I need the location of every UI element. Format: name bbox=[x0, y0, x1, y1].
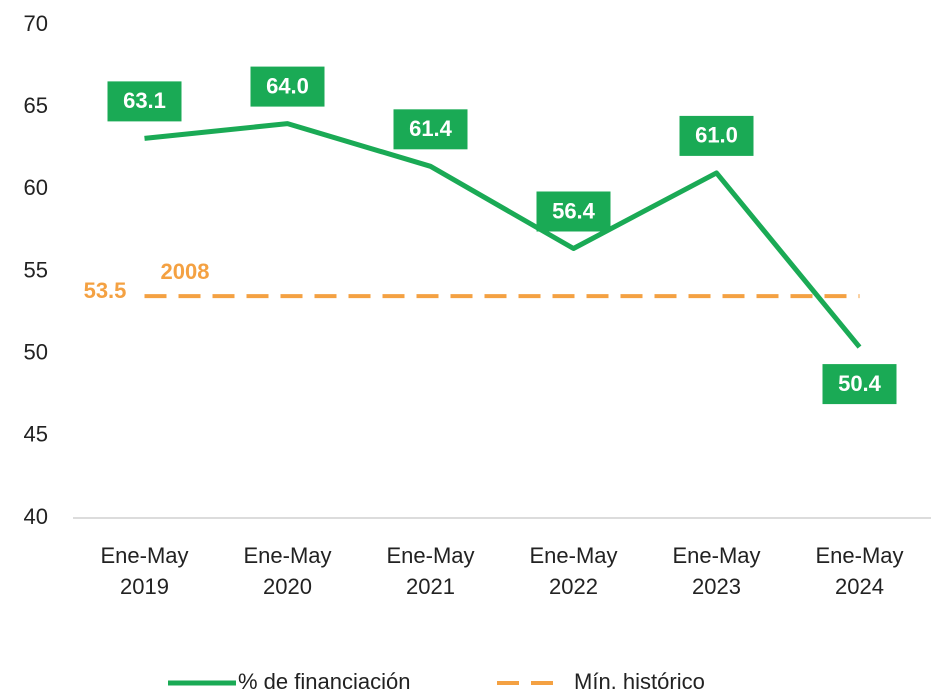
data-label-box bbox=[107, 81, 182, 122]
data-label: 63.1 bbox=[123, 88, 166, 113]
data-label: 53.5 bbox=[84, 278, 127, 303]
data-label-box bbox=[393, 109, 468, 150]
x-tick-label: Ene-May 2022 bbox=[529, 543, 618, 599]
y-tick-label: 45 bbox=[24, 422, 48, 447]
data-label: 50.4 bbox=[838, 371, 882, 396]
legend-label: % de financiación bbox=[238, 669, 410, 694]
y-tick-label: 40 bbox=[24, 504, 48, 529]
x-tick-label: Ene-May 2024 bbox=[815, 543, 904, 599]
y-tick-label: 65 bbox=[24, 93, 48, 118]
data-label: 56.4 bbox=[552, 198, 596, 223]
x-tick-label: Ene-May 2019 bbox=[100, 543, 189, 599]
data-label-box bbox=[822, 364, 897, 405]
data-label: 61.0 bbox=[695, 123, 738, 148]
data-label-box bbox=[250, 66, 325, 107]
annotation: 2008 bbox=[161, 259, 210, 284]
y-tick-label: 70 bbox=[24, 11, 48, 36]
y-tick-label: 60 bbox=[24, 175, 48, 200]
data-label: 61.4 bbox=[409, 116, 453, 141]
data-label-box bbox=[536, 191, 611, 232]
legend-label: Mín. histórico bbox=[574, 669, 705, 694]
data-label: 64.0 bbox=[266, 73, 309, 98]
series-line bbox=[144, 121, 862, 349]
y-tick-label: 55 bbox=[24, 257, 48, 282]
x-tick-label: Ene-May 2021 bbox=[386, 543, 475, 599]
data-label-box bbox=[679, 115, 754, 156]
x-tick-label: Ene-May 2020 bbox=[243, 543, 332, 599]
y-tick-label: 50 bbox=[24, 339, 48, 364]
x-tick-label: Ene-May 2023 bbox=[672, 543, 761, 599]
